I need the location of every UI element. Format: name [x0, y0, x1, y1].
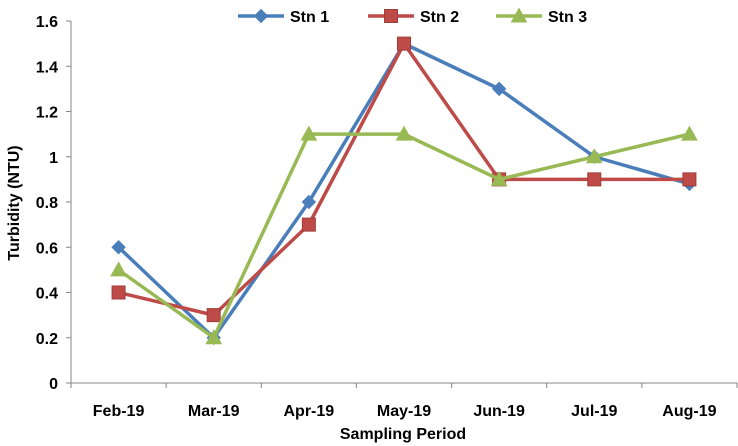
- data-point: [587, 172, 602, 187]
- data-point: [111, 285, 126, 300]
- series-line: [117, 41, 690, 340]
- y-tick-label: 1: [49, 150, 58, 167]
- x-tick-label: Feb-19: [93, 403, 145, 420]
- data-point: [111, 240, 126, 255]
- x-tick-label: Jul-19: [571, 403, 617, 420]
- x-tick-label: Jun-19: [473, 403, 525, 420]
- data-point: [397, 36, 411, 51]
- legend: Stn 1 Stn 2 Stn 3: [238, 7, 587, 26]
- data-point: [682, 172, 697, 187]
- y-tick-label: 0.8: [36, 195, 58, 212]
- legend-marker: [384, 9, 398, 23]
- y-tick-label: 0.6: [36, 240, 58, 257]
- series-layer: [110, 36, 698, 345]
- x-tick-label: May-19: [377, 403, 431, 420]
- x-tick-label: Apr-19: [284, 403, 335, 420]
- data-point: [301, 194, 317, 210]
- series-line: [118, 41, 690, 317]
- y-axis-title: Turbidity (NTU): [6, 145, 23, 260]
- data-point: [110, 261, 127, 277]
- y-tick-label: 0.4: [36, 286, 58, 303]
- axes: 0 0.2 0.4 0.6 0.8 1 1.2 1.4 1.6 Feb-19 Mar-19 Apr-1…: [36, 14, 738, 420]
- data-point: [395, 125, 413, 141]
- y-tick-label: 1.4: [36, 59, 58, 76]
- x-axis-title: Sampling Period: [340, 426, 466, 443]
- legend-label: Stn 3: [548, 9, 587, 26]
- data-point: [585, 148, 603, 164]
- legend-item: Stn 2: [368, 9, 459, 26]
- data-point: [206, 308, 221, 323]
- legend-item: Stn 3: [496, 7, 587, 26]
- x-tick-label: Aug-19: [662, 403, 716, 420]
- series-stn-3: [110, 125, 698, 345]
- series-line: [117, 132, 690, 340]
- y-tick-label: 1.2: [36, 105, 58, 122]
- series-stn-2: [111, 36, 697, 323]
- legend-marker: [510, 7, 528, 23]
- legend-label: Stn 1: [290, 9, 329, 26]
- series-stn-1: [111, 36, 697, 345]
- y-tick-label: 0.2: [36, 331, 58, 348]
- y-tick-label: 0: [49, 376, 58, 393]
- data-point: [300, 125, 318, 141]
- x-tick-label: Mar-19: [188, 403, 240, 420]
- data-point: [681, 125, 698, 141]
- y-tick-label: 1.6: [36, 14, 58, 31]
- legend-marker: [253, 8, 269, 24]
- data-point: [301, 217, 316, 232]
- data-point: [205, 329, 223, 345]
- legend-item: Stn 1: [238, 8, 329, 26]
- data-point: [490, 170, 508, 186]
- legend-label: Stn 2: [420, 9, 459, 26]
- data-point: [491, 81, 507, 97]
